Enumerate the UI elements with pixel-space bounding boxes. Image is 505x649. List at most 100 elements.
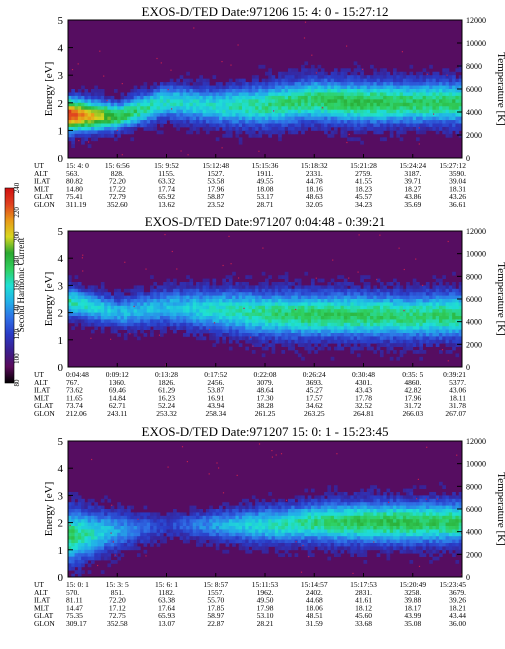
heatmap-cell — [100, 113, 105, 117]
heatmap-cell — [409, 316, 414, 320]
heatmap-cell — [222, 292, 226, 296]
heatmap-cell — [136, 532, 141, 537]
heatmap-cell — [383, 99, 387, 104]
heatmap-cell — [182, 526, 187, 530]
heatmap-cell — [143, 95, 148, 100]
heatmap-cell — [228, 536, 233, 540]
heatmap-cell — [169, 312, 174, 317]
heatmap-cell — [340, 322, 345, 327]
heatmap-cell — [429, 326, 433, 330]
heatmap-cell — [297, 305, 302, 310]
heatmap-cell — [150, 295, 154, 300]
heatmap-cell — [356, 92, 361, 97]
heatmap-cell — [235, 92, 240, 97]
heatmap-cell — [143, 305, 148, 310]
heatmap-cell — [337, 102, 341, 107]
heatmap-cell — [156, 99, 161, 104]
heatmap-cell — [271, 305, 276, 310]
heatmap-cell — [87, 498, 92, 503]
heatmap-cell — [452, 302, 456, 307]
heatmap-cell — [386, 339, 391, 344]
heatmap-cell — [123, 515, 128, 520]
heatmap-cell — [330, 292, 335, 296]
heatmap-cell — [458, 299, 463, 303]
heatmap-cell — [71, 99, 75, 104]
heatmap-cell — [248, 113, 253, 117]
heatmap-cell — [117, 502, 121, 506]
heatmap-cell — [307, 343, 312, 347]
heatmap-cell — [202, 89, 207, 93]
heatmap-cell — [104, 532, 108, 537]
heatmap-cell — [356, 126, 361, 131]
heatmap-cell — [150, 126, 154, 131]
heatmap-cell — [130, 288, 135, 293]
heatmap-cell — [442, 71, 446, 76]
heatmap-cell — [314, 316, 318, 320]
heatmap-cell — [442, 109, 446, 114]
heatmap-cell — [435, 278, 440, 283]
heatmap-cell — [182, 113, 187, 117]
heatmap-cell — [333, 326, 338, 330]
heatmap-cell — [419, 75, 423, 80]
heatmap-cell — [416, 302, 420, 307]
heatmap-cell — [94, 102, 98, 107]
heatmap-cell — [133, 123, 138, 128]
heatmap-cell — [146, 116, 151, 121]
heatmap-cell — [271, 89, 276, 93]
heatmap-cell — [232, 106, 236, 111]
heatmap-cell — [232, 99, 236, 104]
heatmap-cell — [281, 285, 286, 290]
heatmap-cell — [159, 106, 164, 111]
heatmap-cell — [209, 319, 213, 324]
heatmap-cell — [265, 82, 269, 86]
heatmap-cell — [330, 109, 335, 114]
heatmap-cell — [307, 350, 312, 354]
heatmap-cell — [412, 299, 417, 303]
heatmap-cell — [228, 82, 233, 86]
heatmap-cell — [432, 295, 437, 300]
heatmap-cell — [71, 532, 75, 537]
heatmap-cell — [104, 515, 108, 520]
heatmap-cell — [199, 295, 204, 300]
heatmap-cell — [104, 522, 108, 527]
heatmap-cell — [84, 95, 89, 100]
heatmap-cell — [169, 522, 174, 527]
heatmap-cell — [389, 133, 394, 138]
orbit-value: 0:04:48 — [66, 370, 89, 379]
heatmap-cell — [117, 99, 121, 104]
heatmap-cell — [232, 89, 236, 93]
heatmap-cell — [383, 309, 387, 313]
heatmap-cell — [130, 316, 135, 320]
heatmap-cell — [416, 339, 420, 344]
heatmap-cell — [232, 515, 236, 520]
heatmap-cell — [445, 343, 450, 347]
heatmap-cell — [376, 123, 381, 128]
heatmap-cell — [113, 116, 118, 121]
heatmap-cell — [268, 82, 272, 86]
heatmap-cell — [205, 130, 210, 135]
heatmap-cell — [156, 109, 161, 114]
heatmap-cell — [327, 305, 332, 310]
heatmap-cell — [291, 292, 295, 296]
heatmap-cell — [278, 109, 282, 114]
heatmap-cell — [156, 120, 161, 124]
heatmap-cell — [212, 106, 217, 111]
noise-speck — [230, 263, 232, 265]
heatmap-cell — [389, 295, 394, 300]
heatmap-cell — [284, 275, 289, 279]
heatmap-cell — [353, 336, 358, 341]
heatmap-cell — [127, 509, 131, 513]
heatmap-cell — [169, 106, 174, 111]
heatmap-cell — [212, 102, 217, 107]
heatmap-cell — [379, 316, 384, 320]
heatmap-cell — [261, 299, 266, 303]
heatmap-cell — [294, 292, 299, 296]
heatmap-cell — [100, 89, 105, 93]
heatmap-cell — [130, 519, 135, 523]
heatmap-cell — [324, 109, 328, 114]
heatmap-cell — [71, 509, 75, 513]
heatmap-cell — [189, 312, 194, 317]
y-tick-label: 1 — [58, 125, 64, 137]
heatmap-cell — [179, 526, 184, 530]
heatmap-cell — [205, 302, 210, 307]
